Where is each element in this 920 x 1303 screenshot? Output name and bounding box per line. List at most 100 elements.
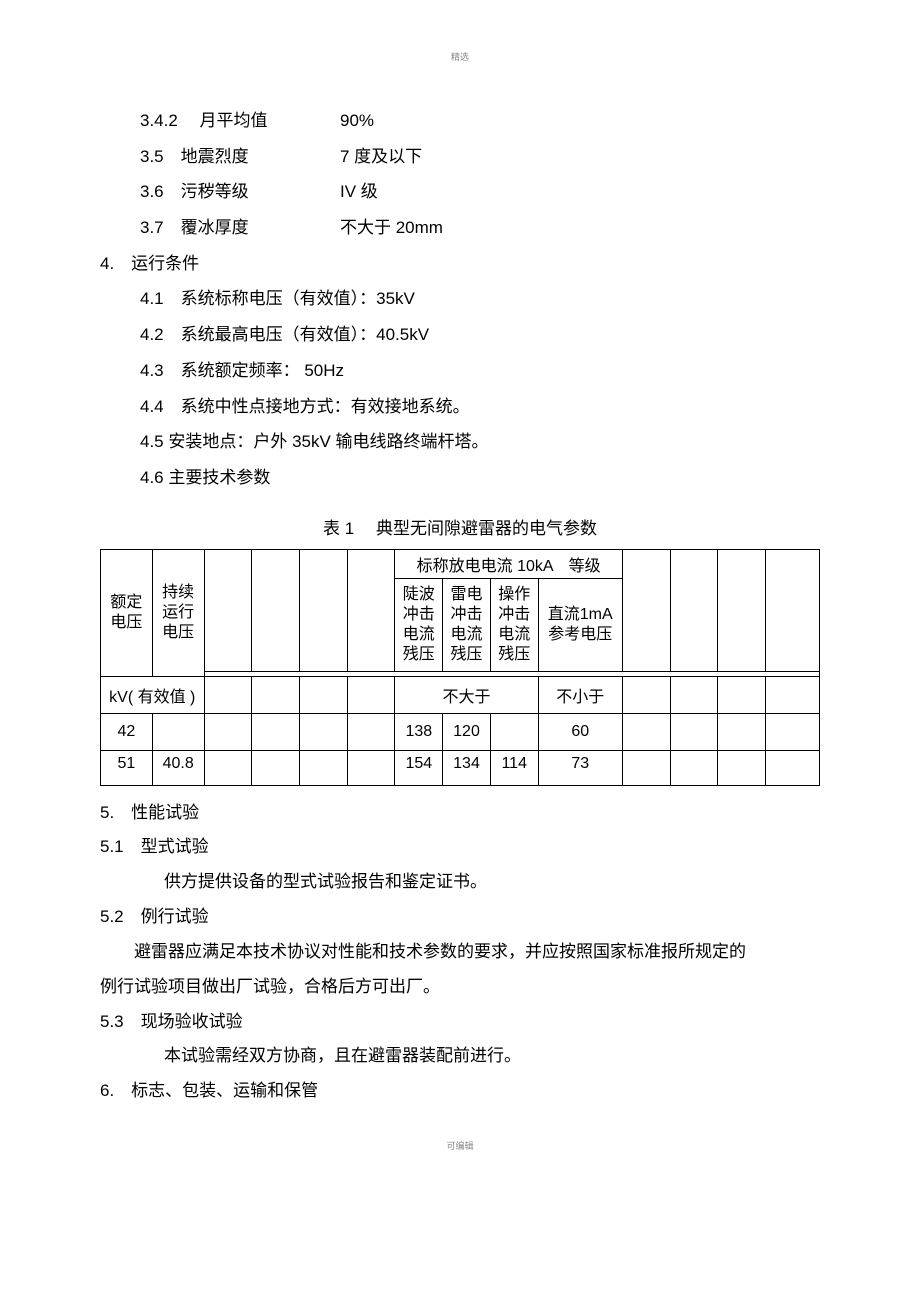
section-5: 5. 性能试验 5.1 型式试验 供方提供设备的型式试验报告和鉴定证书。 5.2…	[100, 796, 820, 1110]
cell-cont: 40.8	[152, 750, 204, 785]
table-caption: 表 1 典型无间隙避雷器的电气参数	[100, 514, 820, 539]
page-header-watermark: 精选	[100, 50, 820, 63]
cell-empty	[347, 750, 395, 785]
section-5-2-heading: 5.2 例行试验	[100, 900, 820, 935]
table-row: 51 40.8 154 134 114 73	[101, 750, 820, 785]
item-label: 3.6 污秽等级	[140, 174, 340, 210]
page-footer-watermark: 可编辑	[100, 1139, 820, 1152]
col-empty	[347, 549, 395, 671]
col-empty	[766, 549, 820, 671]
item-value: IV 级	[340, 174, 820, 210]
list-item: 3.4.2 月平均值 90%	[140, 103, 820, 139]
item-text: 4.2 系统最高电压（有效值）：40.5kV	[140, 317, 429, 353]
item-text: 4.4 系统中性点接地方式：有效接地系统。	[140, 389, 470, 425]
col-empty	[670, 549, 718, 671]
list-item: 4.5 安装地点：户外 35kV 输电线路终端杆塔。	[140, 424, 820, 460]
col-lightning: 雷电冲击电流残压	[443, 578, 491, 671]
cell-dc: 73	[538, 750, 622, 785]
table-row: 42 138 120 60	[101, 713, 820, 750]
cell-empty	[347, 713, 395, 750]
cell-empty	[718, 713, 766, 750]
item-value: 90%	[340, 103, 820, 139]
table-units-row: kV( 有效值 ) 不大于 不小于	[101, 676, 820, 713]
cell-cont	[152, 713, 204, 750]
list-item: 3.6 污秽等级 IV 级	[140, 174, 820, 210]
list-item: 4.3 系统额定频率： 50Hz	[140, 353, 820, 389]
cell-empty	[347, 676, 395, 713]
col-dc-ref: 直流1mA参考电压	[538, 578, 622, 671]
col-switching: 操作冲击电流残压	[490, 578, 538, 671]
cell-rated: 51	[101, 750, 153, 785]
cell-lightning: 134	[443, 750, 491, 785]
col-empty	[252, 549, 300, 671]
col-steep: 陡波冲击电流残压	[395, 578, 443, 671]
section-6-heading: 6. 标志、包装、运输和保管	[100, 1074, 820, 1109]
cell-empty	[766, 750, 820, 785]
cell-lightning: 120	[443, 713, 491, 750]
col-nominal-group: 标称放电电流 10kA 等级	[395, 549, 622, 578]
paragraph: 本试验需经双方协商，且在避雷器装配前进行。	[100, 1039, 820, 1074]
list-item: 4.4 系统中性点接地方式：有效接地系统。	[140, 389, 820, 425]
cell-rated: 42	[101, 713, 153, 750]
cell-empty	[670, 750, 718, 785]
unit-le: 不大于	[395, 676, 538, 713]
list-item: 3.5 地震烈度 7 度及以下	[140, 139, 820, 175]
item-text: 4.5 安装地点：户外 35kV 输电线路终端杆塔。	[140, 424, 489, 460]
cell-empty	[670, 676, 718, 713]
paragraph: 供方提供设备的型式试验报告和鉴定证书。	[100, 865, 820, 900]
cell-steep: 154	[395, 750, 443, 785]
table-header-row: 额定电压 持续运行电压 标称放电电流 10kA 等级	[101, 549, 820, 578]
cell-switching	[490, 713, 538, 750]
cell-empty	[622, 713, 670, 750]
cell-empty	[670, 713, 718, 750]
paragraph: 避雷器应满足本技术协议对性能和技术参数的要求，并应按照国家标准报所规定的	[100, 935, 820, 970]
section-4-heading: 4. 运行条件	[100, 246, 820, 282]
cell-empty	[204, 750, 252, 785]
item-value: 不大于 20mm	[340, 210, 820, 246]
paragraph: 例行试验项目做出厂试验，合格后方可出厂。	[100, 970, 820, 1005]
cell-empty	[300, 713, 348, 750]
cell-empty	[300, 676, 348, 713]
section-5-heading: 5. 性能试验	[100, 796, 820, 831]
list-item: 4.1 系统标称电压（有效值）：35kV	[140, 281, 820, 317]
cell-empty	[718, 676, 766, 713]
list-item: 3.7 覆冰厚度 不大于 20mm	[140, 210, 820, 246]
env-conditions-list: 3.4.2 月平均值 90% 3.5 地震烈度 7 度及以下 3.6 污秽等级 …	[100, 103, 820, 246]
item-text: 4.3 系统额定频率： 50Hz	[140, 353, 344, 389]
cell-empty	[204, 676, 252, 713]
cell-empty	[718, 750, 766, 785]
col-empty	[300, 549, 348, 671]
cell-switching: 114	[490, 750, 538, 785]
unit-ge: 不小于	[538, 676, 622, 713]
col-rated-voltage: 额定电压	[101, 549, 153, 676]
col-empty	[718, 549, 766, 671]
electrical-params-table: 额定电压 持续运行电压 标称放电电流 10kA 等级 陡波冲击电流残压 雷电冲击…	[100, 549, 820, 786]
item-label: 3.5 地震烈度	[140, 139, 340, 175]
item-text: 4.1 系统标称电压（有效值）：35kV	[140, 281, 415, 317]
document-page: 精选 3.4.2 月平均值 90% 3.5 地震烈度 7 度及以下 3.6 污秽…	[0, 0, 920, 1192]
cell-empty	[252, 676, 300, 713]
item-value: 7 度及以下	[340, 139, 820, 175]
unit-kv: kV( 有效值 )	[101, 676, 205, 713]
col-continuous-voltage: 持续运行电压	[152, 549, 204, 676]
item-label: 3.7 覆冰厚度	[140, 210, 340, 246]
section-5-3-heading: 5.3 现场验收试验	[100, 1005, 820, 1040]
cell-empty	[622, 676, 670, 713]
list-item: 4.6 主要技术参数	[140, 460, 820, 496]
cell-dc: 60	[538, 713, 622, 750]
list-item: 4.2 系统最高电压（有效值）：40.5kV	[140, 317, 820, 353]
item-label: 3.4.2 月平均值	[140, 103, 340, 139]
cell-empty	[300, 750, 348, 785]
cell-empty	[766, 676, 820, 713]
cell-empty	[252, 713, 300, 750]
operating-conditions-list: 4.1 系统标称电压（有效值）：35kV 4.2 系统最高电压（有效值）：40.…	[100, 281, 820, 495]
cell-empty	[252, 750, 300, 785]
cell-steep: 138	[395, 713, 443, 750]
cell-empty	[204, 713, 252, 750]
cell-empty	[622, 750, 670, 785]
col-empty	[622, 549, 670, 671]
item-text: 4.6 主要技术参数	[140, 460, 270, 496]
col-empty	[204, 549, 252, 671]
section-5-1-heading: 5.1 型式试验	[100, 830, 820, 865]
cell-empty	[766, 713, 820, 750]
